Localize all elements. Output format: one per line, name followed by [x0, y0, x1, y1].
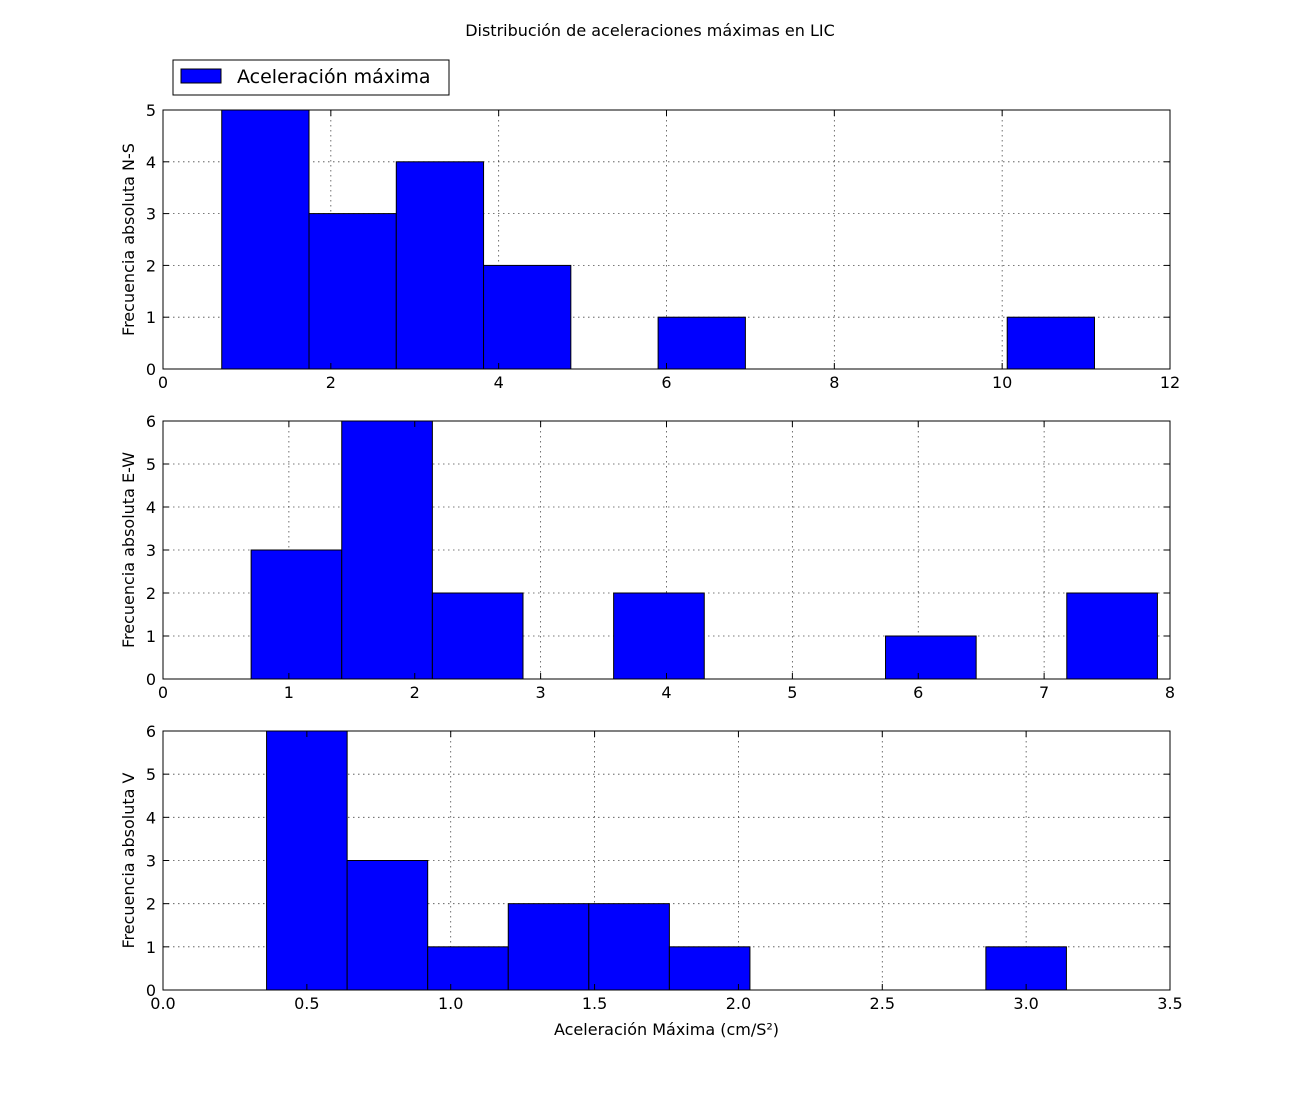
- histogram-bar: [1066, 592, 1158, 680]
- x-tick-label: 0.0: [150, 994, 175, 1013]
- x-tick-label: 3: [536, 683, 546, 702]
- x-tick-label: 10: [992, 373, 1012, 392]
- x-tick-label: 0.5: [294, 994, 319, 1013]
- x-tick-label: 8: [1165, 683, 1175, 702]
- histogram-bar: [221, 109, 310, 370]
- y-tick-label: 0: [146, 670, 156, 689]
- histogram-panel-2: 0 1 2 3 4 5 6 7 8 0 1 2 3 4 5 6 Frecuencia absoluta E-W: [119, 412, 1175, 702]
- y-tick-label: 6: [146, 412, 156, 431]
- histogram-bar: [507, 903, 590, 991]
- x-tick-label: 1.0: [438, 994, 463, 1013]
- histogram-bar: [250, 549, 343, 680]
- y-axis-title: Frecuencia absoluta N-S: [119, 143, 138, 336]
- histogram-bar: [985, 946, 1067, 991]
- x-tick-label: 4: [494, 373, 504, 392]
- x-tick-label: 4: [661, 683, 671, 702]
- legend-swatch: [180, 68, 222, 84]
- legend-label: Aceleración máxima: [237, 66, 430, 88]
- histogram-bar: [657, 316, 746, 370]
- histogram-bar: [613, 592, 705, 680]
- y-tick-label: 1: [146, 627, 156, 646]
- y-tick-label: 3: [146, 541, 156, 560]
- y-tick-label: 0: [146, 981, 156, 1000]
- x-tick-label: 2.5: [870, 994, 895, 1013]
- y-tick-label: 2: [146, 584, 156, 603]
- x-tick-label: 0: [158, 683, 168, 702]
- y-tick-label: 4: [146, 498, 156, 517]
- x-tick-label: 8: [829, 373, 839, 392]
- y-tick-label: 2: [146, 256, 156, 275]
- y-tick-label: 2: [146, 895, 156, 914]
- bars: [250, 420, 1158, 680]
- histogram-bar: [346, 860, 429, 991]
- x-tick-label: 5: [787, 683, 797, 702]
- x-axis-title: Aceleración Máxima (cm/S²): [554, 1020, 779, 1039]
- histogram-bar: [308, 213, 397, 370]
- y-axis-title: Frecuencia absoluta E-W: [119, 452, 138, 648]
- y-tick-label: 5: [146, 765, 156, 784]
- y-tick-label: 6: [146, 722, 156, 741]
- x-tick-label: 3.0: [1013, 994, 1038, 1013]
- x-tick-label: 1.5: [582, 994, 607, 1013]
- x-tick-label: 7: [1039, 683, 1049, 702]
- y-tick-label: 4: [146, 808, 156, 827]
- histogram-bar: [266, 730, 348, 991]
- x-tick-label: 6: [913, 683, 923, 702]
- histogram-panel-3: 0.0 0.5 1.0 1.5 2.0 2.5 3.0 3.5 0 1 2 3 4 5 6 Frecuenci…: [119, 722, 1183, 1039]
- histogram-bar: [885, 635, 977, 680]
- y-tick-label: 5: [146, 101, 156, 120]
- histogram-bar: [483, 264, 572, 370]
- y-tick-label: 3: [146, 205, 156, 224]
- y-tick-label: 5: [146, 455, 156, 474]
- histogram-bar: [427, 946, 509, 991]
- y-tick-label: 0: [146, 360, 156, 379]
- bars: [221, 109, 1095, 370]
- figure-title: Distribución de aceleraciones máximas en…: [465, 21, 835, 40]
- x-tick-label: 1: [284, 683, 294, 702]
- histogram-bar: [588, 903, 670, 991]
- x-tick-label: 3.5: [1157, 994, 1182, 1013]
- y-tick-label: 1: [146, 938, 156, 957]
- x-tick-label: 2: [410, 683, 420, 702]
- histogram-bar: [431, 592, 524, 680]
- y-tick-label: 3: [146, 852, 156, 871]
- x-tick-label: 0: [158, 373, 168, 392]
- x-tick-label: 2.0: [726, 994, 751, 1013]
- x-tick-label: 6: [661, 373, 671, 392]
- y-tick-label: 4: [146, 153, 156, 172]
- histogram-bar: [668, 946, 751, 991]
- histogram-bar: [395, 161, 485, 370]
- x-tick-label: 12: [1160, 373, 1180, 392]
- x-tick-label: 2: [326, 373, 336, 392]
- histogram-bar: [341, 420, 433, 680]
- histogram-bar: [1006, 316, 1095, 370]
- y-tick-label: 1: [146, 308, 156, 327]
- y-axis-title: Frecuencia absoluta V: [119, 772, 138, 948]
- legend: Aceleración máxima: [172, 59, 450, 96]
